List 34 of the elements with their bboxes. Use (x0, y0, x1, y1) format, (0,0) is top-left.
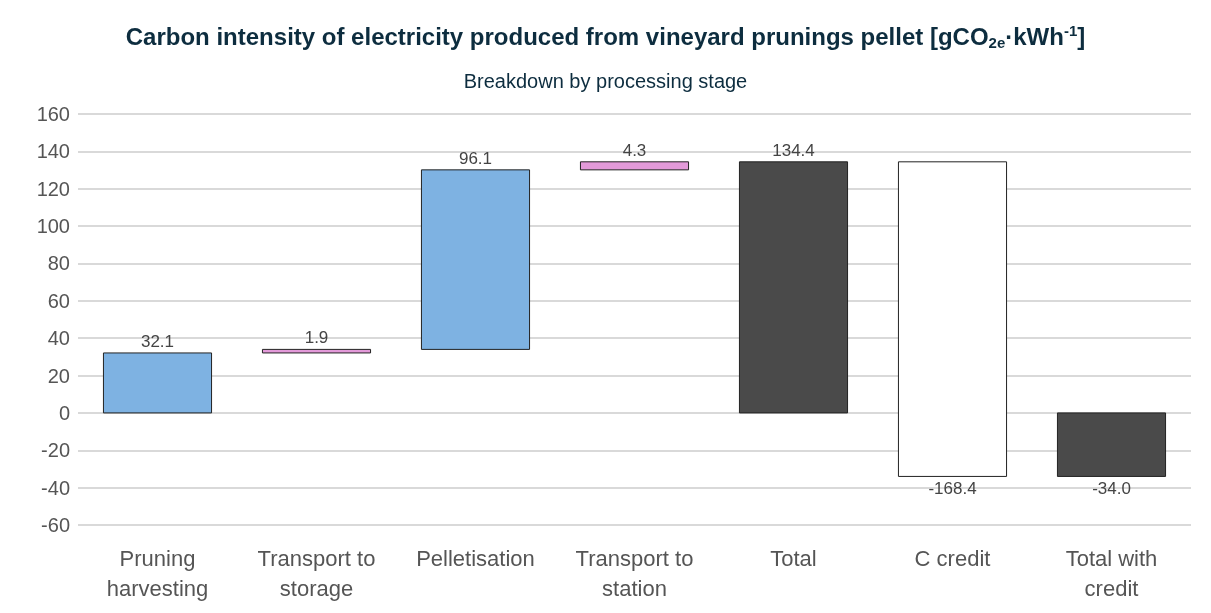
x-tick-label: Total with credit (1065, 545, 1158, 601)
bar (420, 169, 531, 350)
y-tick-label: 160 (36, 103, 70, 125)
y-tick-label: 100 (36, 215, 70, 238)
y-tick-label: 120 (36, 177, 70, 200)
data-label: -168.4 (928, 479, 977, 499)
data-label: 134.4 (772, 140, 815, 160)
y-tick-label: 60 (47, 289, 70, 312)
x-tick-label: C credit (914, 545, 991, 571)
x-tick-label: Pruning harvesting (106, 545, 209, 601)
bar (579, 161, 690, 171)
y-tick-label: -40 (41, 476, 70, 499)
bar (1056, 412, 1167, 477)
bar (738, 161, 849, 414)
y-tick-label: 80 (47, 252, 70, 275)
y-tick-label: -20 (41, 439, 70, 462)
data-label: 1.9 (304, 328, 329, 348)
data-label: 96.1 (458, 148, 493, 168)
y-tick-label: 20 (47, 364, 70, 387)
bar (897, 161, 1008, 477)
data-label: 4.3 (622, 140, 647, 160)
x-tick-label: Pelletisation (416, 545, 535, 571)
x-tick-label: Transport to storage (257, 545, 376, 601)
y-tick-label: -60 (41, 514, 70, 536)
x-tick-label: Total (770, 545, 817, 571)
chart-subtitle: Breakdown by processing stage (463, 70, 748, 92)
y-tick-label: 140 (36, 140, 70, 163)
y-tick-label: 40 (47, 327, 70, 350)
bar (102, 352, 213, 414)
x-tick-label: Transport to station (575, 545, 694, 601)
bar (261, 348, 372, 354)
y-tick-label: 0 (58, 401, 70, 424)
data-label: 32.1 (140, 331, 175, 351)
data-label: -34.0 (1092, 479, 1131, 499)
